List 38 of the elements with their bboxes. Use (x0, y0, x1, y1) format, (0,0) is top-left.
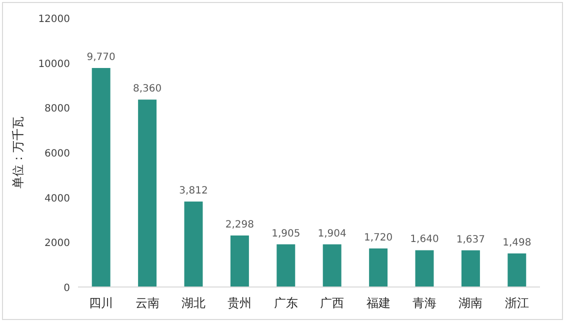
bar (184, 202, 203, 287)
bar (230, 235, 249, 287)
data-label: 1,720 (364, 232, 393, 244)
x-tick-label: 广东 (274, 296, 298, 310)
y-tick-label: 12000 (38, 14, 70, 25)
y-tick-label: 10000 (38, 58, 70, 70)
y-tick-label: 0 (64, 283, 70, 294)
data-label: 1,904 (318, 228, 346, 240)
bar (415, 250, 434, 287)
data-label: 8,360 (132, 84, 162, 95)
x-tick-label: 浙江 (504, 296, 529, 310)
x-tick-label: 青海 (412, 296, 436, 310)
data-label: 1,637 (456, 234, 486, 246)
y-tick-label: 8000 (44, 104, 70, 115)
bar (276, 244, 296, 287)
bar (508, 253, 526, 287)
y-tick-label: 4000 (44, 193, 70, 204)
data-label: 1,905 (272, 228, 300, 240)
y-tick-label: 2000 (44, 238, 70, 250)
data-label: 2,298 (225, 219, 254, 230)
x-tick-label: 湖南 (458, 296, 483, 310)
x-tick-label: 云南 (135, 296, 160, 310)
bar (369, 248, 388, 287)
x-tick-label: 湖北 (182, 296, 206, 310)
y-tick-label: 6000 (44, 148, 70, 160)
data-label: 1,640 (410, 234, 439, 246)
bar (92, 68, 110, 287)
bar (322, 244, 342, 287)
bar (461, 250, 480, 287)
data-label: 3,812 (179, 186, 208, 197)
x-tick-label: 福建 (366, 296, 390, 310)
bar (138, 100, 157, 287)
y-axis-title: 单位：万千瓦 (11, 116, 25, 188)
data-label: 9,770 (86, 52, 116, 63)
x-tick-label: 四川 (89, 296, 114, 310)
x-tick-label: 贵州 (228, 296, 252, 310)
data-label: 1,498 (502, 237, 532, 248)
x-tick-label: 广西 (320, 296, 344, 310)
